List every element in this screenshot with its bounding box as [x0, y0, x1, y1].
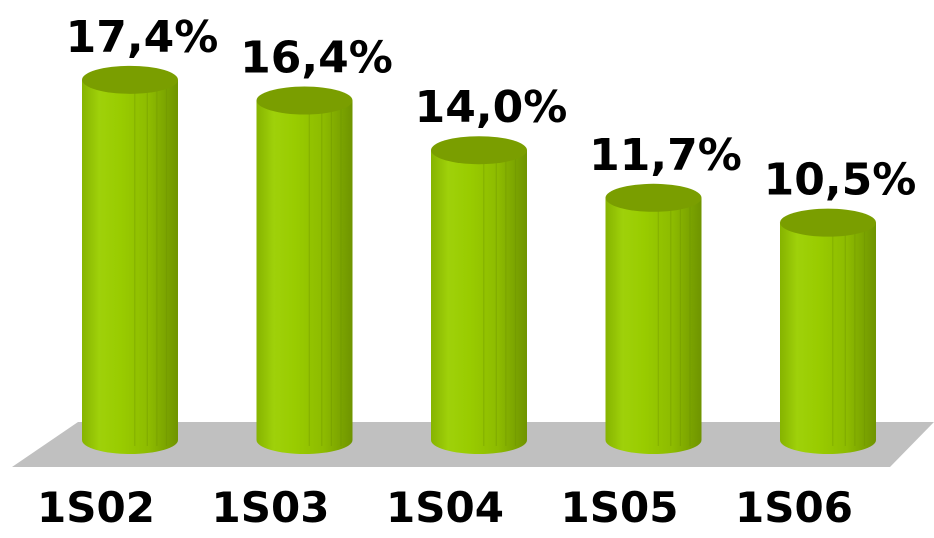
- bar-body: [780, 222, 876, 454]
- bar-top: [256, 86, 353, 115]
- bar-top: [780, 208, 876, 237]
- x-tick-label: 1S03: [212, 483, 330, 532]
- x-tick-label: 1S05: [561, 483, 679, 532]
- bar-1S06: [780, 208, 876, 454]
- bar-series: [82, 65, 876, 455]
- data-label: 16,4%: [240, 33, 393, 84]
- data-label: 14,0%: [415, 82, 568, 133]
- bar-top: [605, 183, 702, 212]
- bar-body: [605, 197, 702, 455]
- bar-body: [82, 79, 178, 454]
- bar-1S05: [605, 183, 702, 455]
- x-tick-label: 1S06: [735, 483, 853, 532]
- data-label: 11,7%: [589, 130, 742, 181]
- bar-1S02: [82, 65, 178, 454]
- bar-body: [256, 100, 353, 455]
- bar-top: [431, 136, 527, 165]
- x-tick-label: 1S04: [386, 483, 504, 532]
- bar-body: [431, 150, 527, 454]
- bar-top: [82, 65, 178, 94]
- data-label: 10,5%: [764, 155, 917, 206]
- data-label: 17,4%: [66, 12, 219, 63]
- bar-1S03: [256, 86, 353, 455]
- x-axis-tick-labels: 1S02 1S03 1S04 1S05 1S06: [37, 483, 853, 532]
- data-labels: 17,4% 16,4% 14,0% 11,7% 10,5%: [66, 12, 917, 206]
- bar-1S04: [431, 136, 527, 454]
- x-tick-label: 1S02: [37, 483, 155, 532]
